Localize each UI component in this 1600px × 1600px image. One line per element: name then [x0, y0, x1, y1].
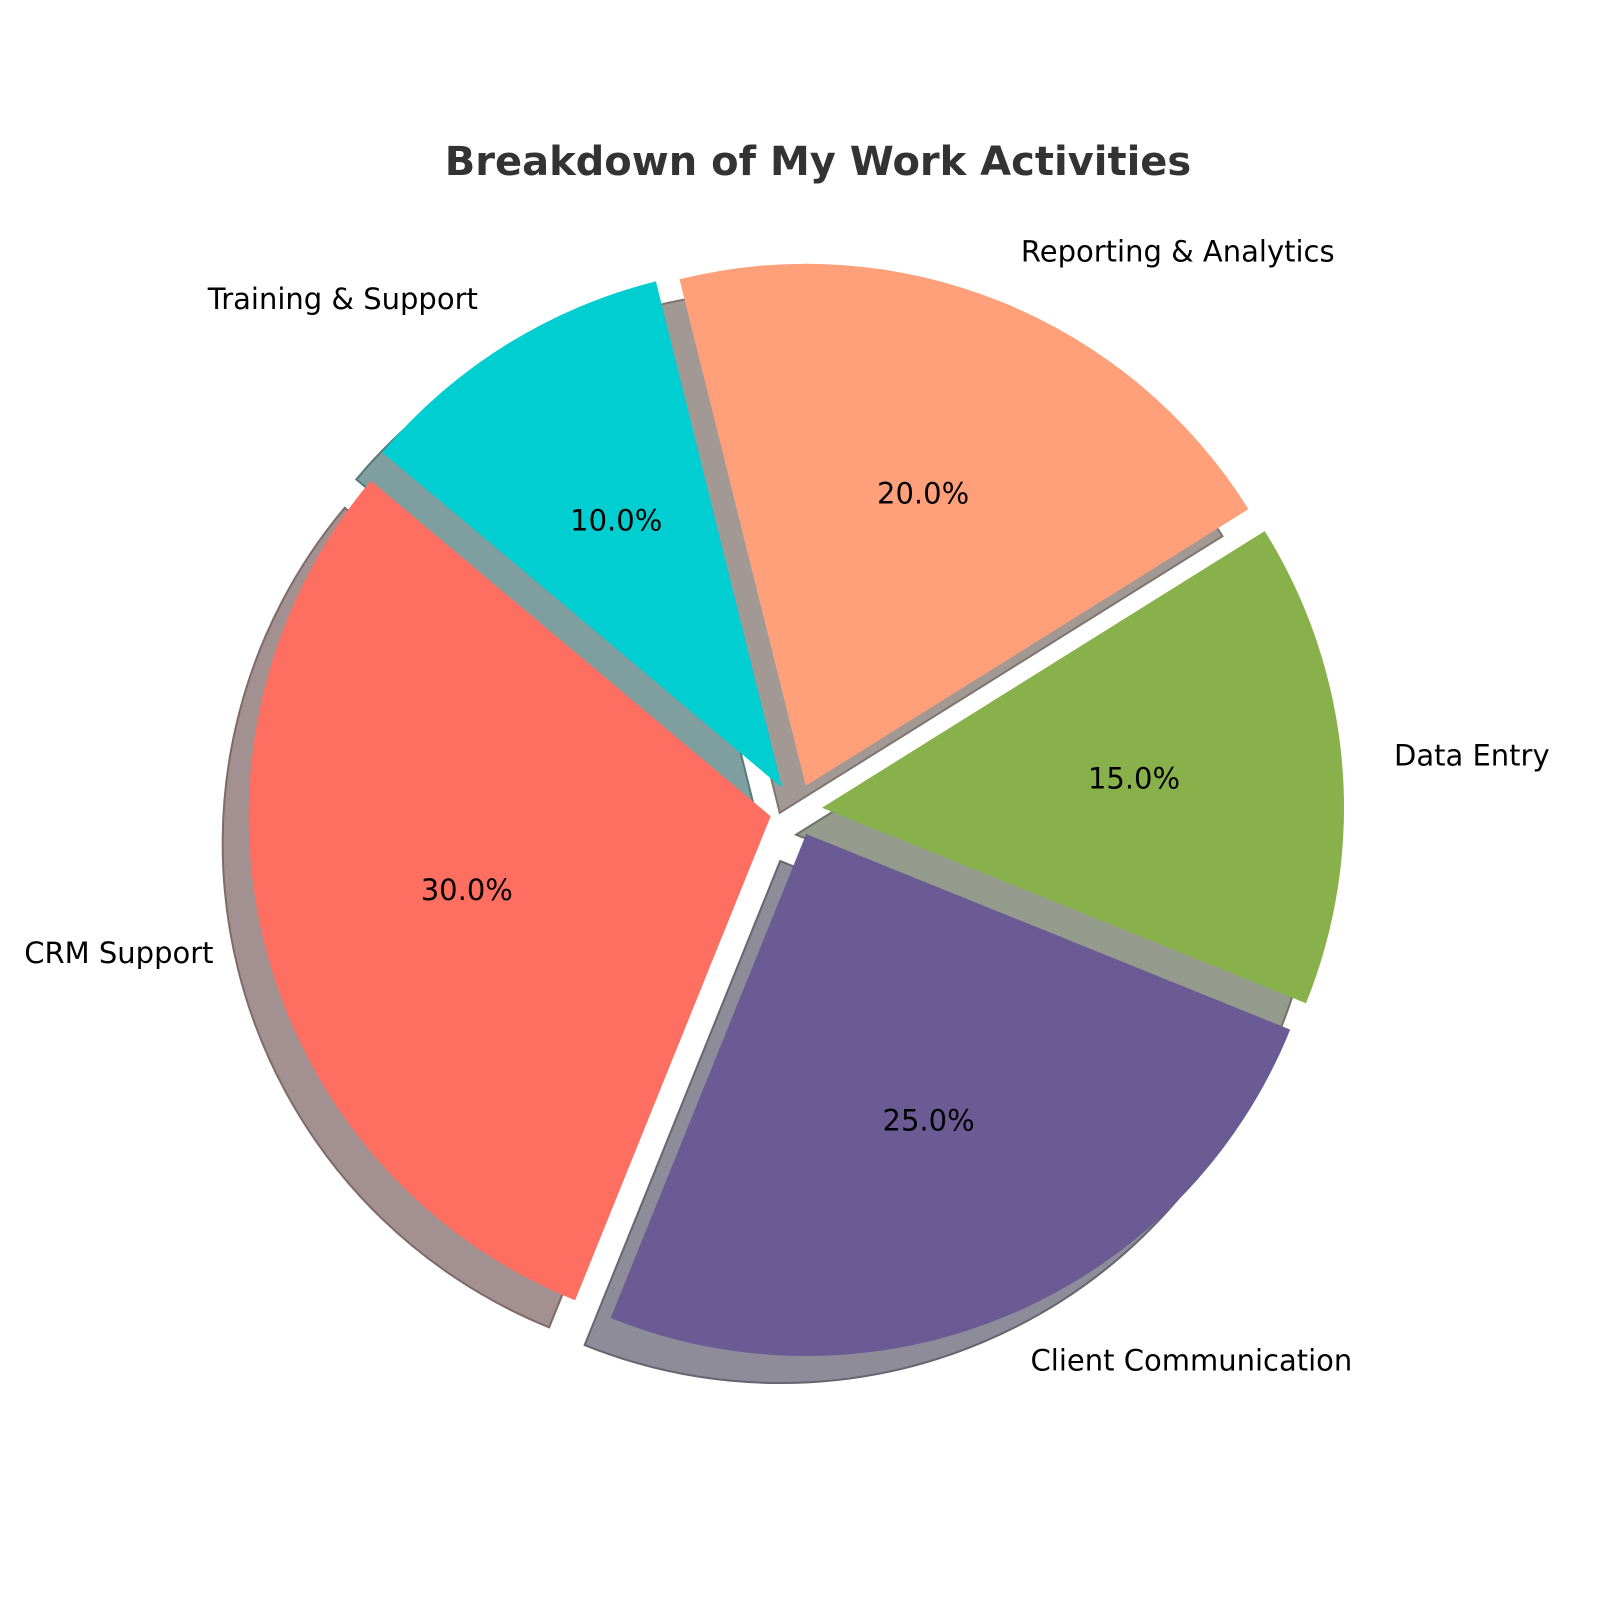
slice-label-data-entry: Data Entry: [1394, 739, 1550, 773]
slice-label-crm-support: CRM Support: [24, 936, 213, 970]
slice-value-client-communication: 25.0%: [883, 1103, 975, 1137]
slice-label-reporting-analytics: Reporting & Analytics: [1021, 234, 1335, 268]
pie-slice-reporting-analytics: [679, 263, 1249, 786]
slice-label-client-communication: Client Communication: [1031, 1344, 1353, 1378]
pie-slice-client-communication: [610, 834, 1291, 1357]
pie-slice-training-support: [382, 281, 783, 788]
pie-slice-crm-support: [248, 480, 771, 1301]
slice-labels: CRM Support Client Communication Data Entr…: [24, 234, 1549, 1377]
slice-value-data-entry: 15.0%: [1088, 761, 1180, 795]
pie-slices: [248, 263, 1345, 1357]
slice-value-crm-support: 30.0%: [421, 873, 513, 907]
slice-percent-labels: 30.0% 25.0% 15.0% 20.0% 10.0%: [421, 476, 1180, 1137]
slice-value-training-support: 10.0%: [570, 503, 662, 537]
chart-title: Breakdown of My Work Activities: [445, 139, 1192, 185]
slice-value-reporting-analytics: 20.0%: [877, 476, 969, 510]
slice-label-training-support: Training & Support: [207, 282, 478, 316]
pie-slice-data-entry: [822, 531, 1345, 1004]
